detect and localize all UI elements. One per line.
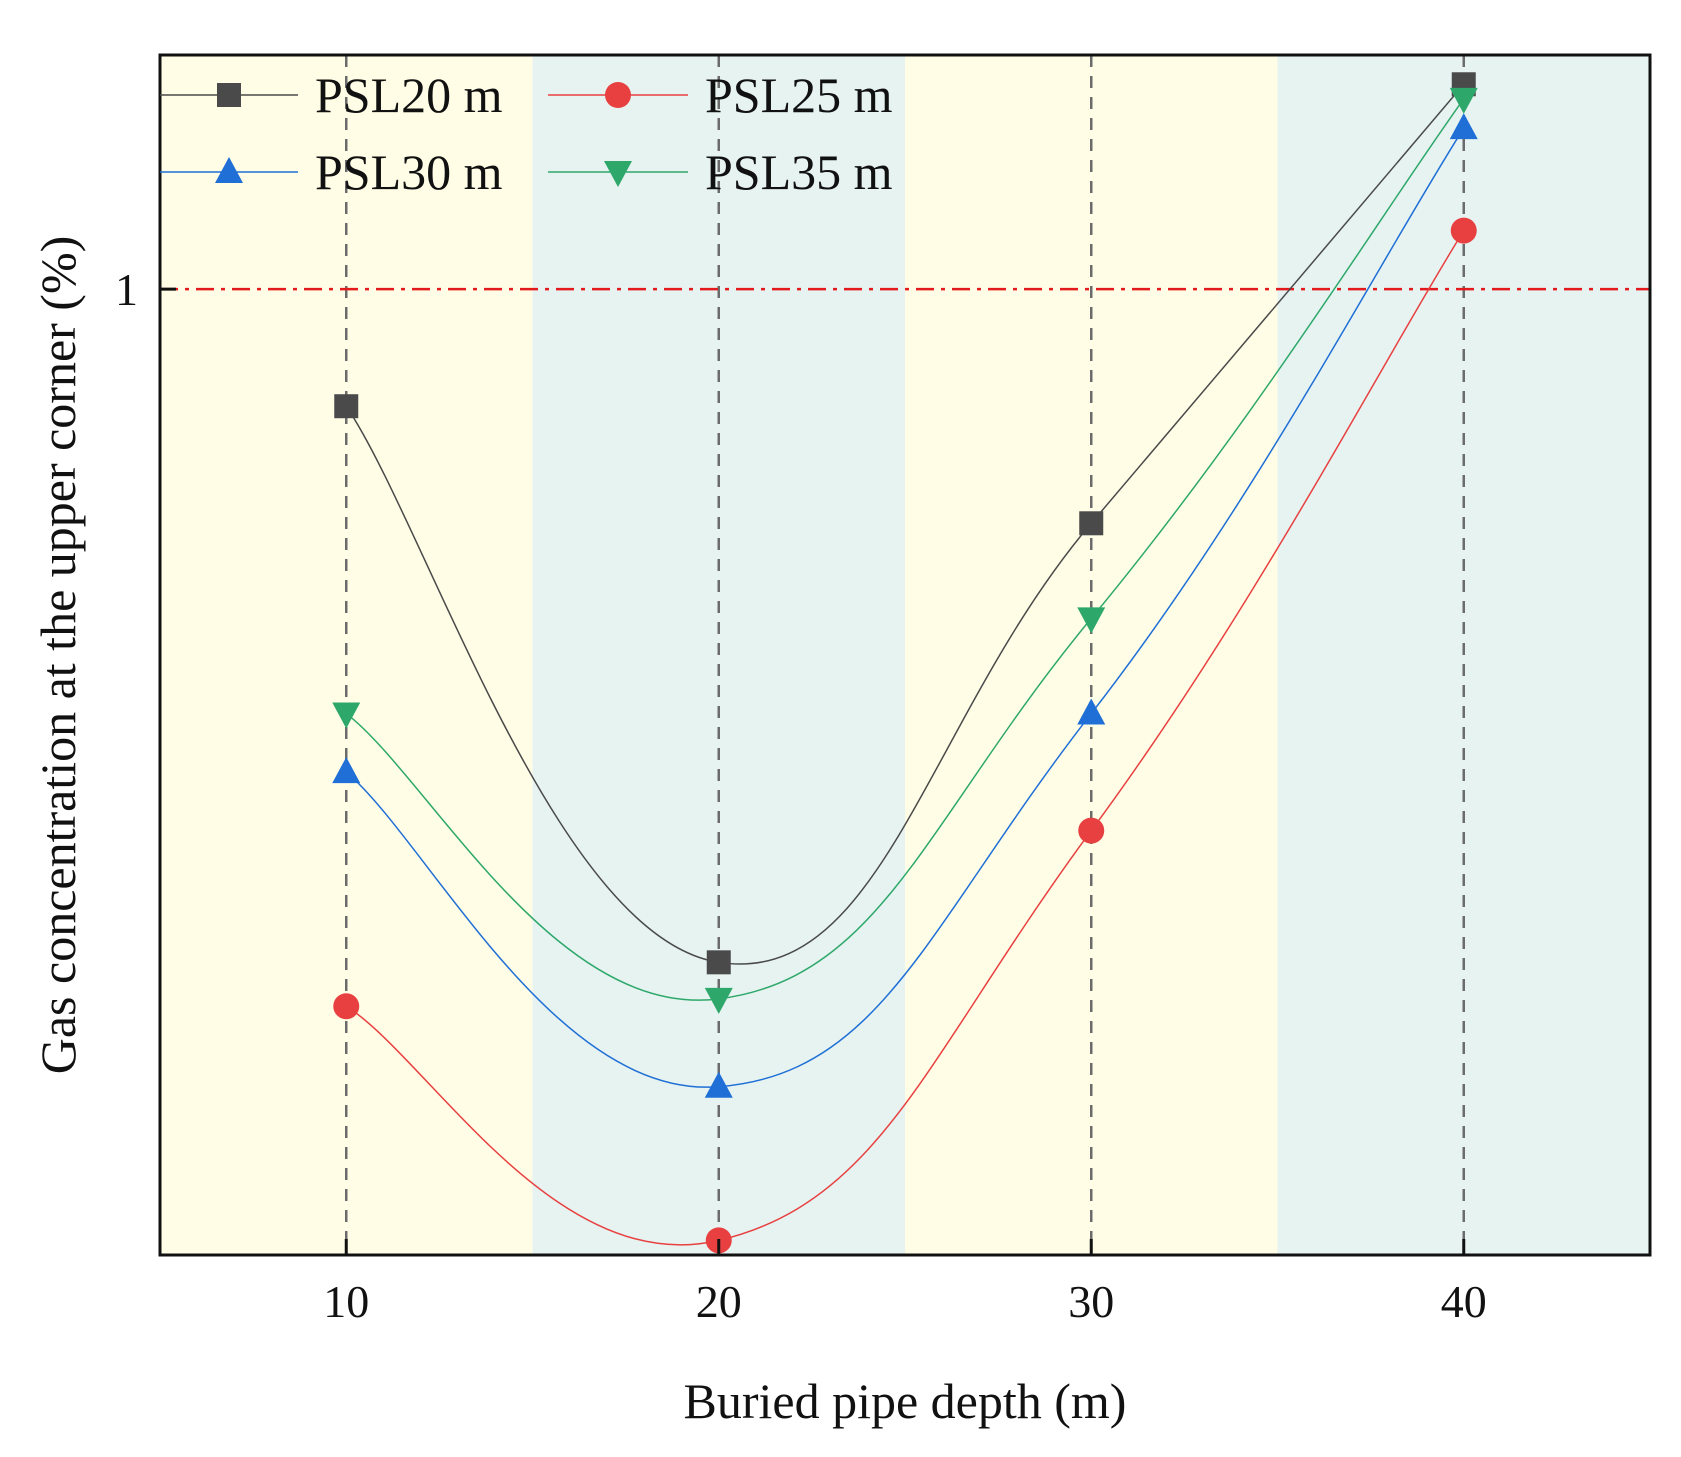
x-tick-label-20: 20: [696, 1276, 742, 1327]
legend-marker-psl25-m: [605, 82, 631, 108]
series-markers: [332, 72, 1478, 1254]
x-tick-label-30: 30: [1068, 1276, 1114, 1327]
series-line-psl35-m: [345, 98, 1465, 1001]
point-psl25-m-x10: [333, 993, 360, 1020]
point-psl30-m-x10: [332, 757, 361, 784]
legend-label-psl20-m: PSL20 m: [315, 67, 503, 123]
point-psl20-m-x20: [706, 950, 731, 975]
legend-label-psl30-m: PSL30 m: [315, 144, 503, 200]
point-psl35-m-x40: [1449, 87, 1478, 114]
x-tick-label-40: 40: [1441, 1276, 1487, 1327]
point-psl20-m-x30: [1079, 511, 1104, 536]
background-bands: [160, 55, 1650, 1255]
point-psl25-m-x30: [1078, 817, 1105, 844]
vertical-gridlines: [345, 55, 1465, 1255]
series-line-psl25-m: [345, 230, 1465, 1246]
legend-label-psl35-m: PSL35 m: [705, 144, 893, 200]
plot-frame: [158, 53, 1652, 1257]
series-lines: [345, 83, 1465, 1246]
point-psl35-m-x10: [332, 702, 361, 729]
point-psl30-m-x30: [1077, 698, 1106, 725]
x-axis-ticks: 10 20 30 40: [323, 1239, 1487, 1327]
x-tick-label-10: 10: [323, 1276, 369, 1327]
y-axis-label: Gas concentration at the upper corner (%…: [30, 236, 86, 1075]
point-psl35-m-x30: [1077, 607, 1106, 634]
legend: PSL20 m PSL25 m PSL30 m PSL35 m: [160, 67, 893, 200]
legend-marker-psl30-m: [215, 157, 243, 183]
point-psl25-m-x40: [1450, 217, 1477, 244]
point-psl30-m-x20: [704, 1071, 733, 1098]
series-line-psl30-m: [345, 127, 1465, 1088]
legend-label-psl25-m: PSL25 m: [705, 67, 893, 123]
legend-marker-psl20-m: [217, 83, 241, 107]
legend-marker-psl35-m: [604, 161, 632, 187]
y-tick-label-1: 1: [115, 264, 138, 315]
y-axis-ticks: 1: [115, 264, 176, 315]
point-psl20-m-x10: [334, 394, 359, 419]
point-psl30-m-x40: [1449, 113, 1478, 140]
x-axis-label: Buried pipe depth (m): [684, 1373, 1127, 1429]
series-line-psl20-m: [345, 83, 1465, 965]
point-psl35-m-x20: [704, 987, 733, 1014]
